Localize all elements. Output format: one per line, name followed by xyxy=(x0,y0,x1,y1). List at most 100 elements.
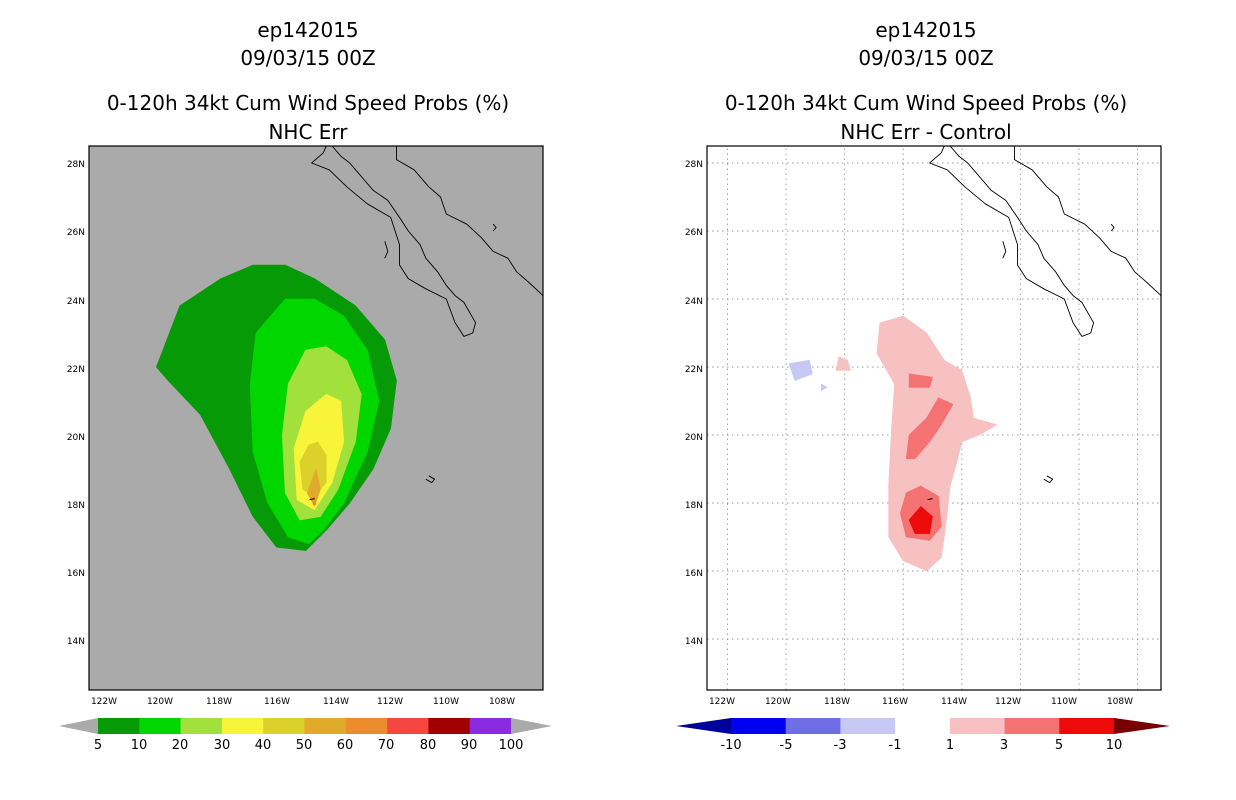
left-xtick-116w: 116W xyxy=(264,697,290,707)
storm-marker-tick xyxy=(309,498,315,501)
right-cb-label-5: 5 xyxy=(1055,738,1063,753)
left-coastline xyxy=(311,146,543,484)
right-cb-label-3: 3 xyxy=(1000,738,1008,753)
right-title-storm-id: ep142015 xyxy=(875,18,976,42)
coastline-segment-0 xyxy=(311,146,477,337)
right-ytick-14n: 14N xyxy=(685,637,703,647)
left-xtick-120w: 120W xyxy=(147,697,173,707)
left-colorbar-box-6 xyxy=(345,718,388,734)
right-map-frame xyxy=(706,145,1162,691)
left-colorbar-box-0 xyxy=(98,718,140,734)
right-colorbar-box-2 xyxy=(840,718,896,734)
right-colorbar-box-0 xyxy=(731,718,787,734)
left-colorbar: 5 10 20 30 40 50 60 70 80 90 100 xyxy=(59,718,552,753)
right-colorbar-box-1 xyxy=(785,718,841,734)
right-xtick-108w: 108W xyxy=(1107,697,1133,707)
coastline-segment-2 xyxy=(1043,475,1054,484)
left-title-product: 0-120h 34kt Cum Wind Speed Probs (%) xyxy=(107,91,509,115)
left-title-date: 09/03/15 00Z xyxy=(240,46,375,70)
left-ytick-28n: 28N xyxy=(67,160,85,170)
left-xtick-122w: 122W xyxy=(91,697,117,707)
right-cb-label-1: 1 xyxy=(946,738,954,753)
right-colorbar: -10 -5 -3 -1 1 3 5 10 xyxy=(676,718,1170,753)
right-ytick-28n: 28N xyxy=(685,160,703,170)
right-xtick-116w: 116W xyxy=(882,697,908,707)
right-coastline xyxy=(929,146,1161,484)
right-xtick-120w: 120W xyxy=(765,697,791,707)
right-colorbar-left-end xyxy=(676,718,731,734)
left-colorbar-box-2 xyxy=(180,718,223,734)
right-y-axis-ticks: 14N 16N 18N 20N 22N 24N 26N 28N xyxy=(685,160,703,647)
left-colorbar-box-9 xyxy=(469,718,512,734)
right-cb-label-minus1: -1 xyxy=(889,738,902,753)
right-title-date: 09/03/15 00Z xyxy=(858,46,993,70)
coastline-segment-4 xyxy=(1002,241,1007,259)
contour-level-3 xyxy=(908,373,933,388)
left-colorbar-box-4 xyxy=(263,718,305,734)
right-colorbar-box-3 xyxy=(895,718,951,734)
left-ytick-14n: 14N xyxy=(67,637,85,647)
storm-marker-tick xyxy=(927,498,933,501)
right-ytick-26n: 26N xyxy=(685,228,703,238)
left-cb-label-100: 100 xyxy=(499,738,524,753)
right-xtick-114w: 114W xyxy=(941,697,967,707)
left-cb-label-80: 80 xyxy=(420,738,437,753)
left-y-axis-ticks: 14N 16N 18N 20N 22N 24N 26N 28N xyxy=(67,160,85,647)
left-ytick-20n: 20N xyxy=(67,433,85,443)
contour-level-3 xyxy=(905,397,954,460)
left-cb-label-60: 60 xyxy=(337,738,354,753)
right-colorbar-right-end xyxy=(1114,718,1170,734)
contour-level-1 xyxy=(835,356,851,371)
coastline-segment-2 xyxy=(425,475,436,484)
left-ytick-24n: 24N xyxy=(67,297,85,307)
right-gridlines xyxy=(707,146,1161,690)
right-xtick-122w: 122W xyxy=(709,697,735,707)
left-title-subtitle: NHC Err xyxy=(268,120,348,144)
left-colorbar-box-8 xyxy=(428,718,470,734)
left-cb-label-70: 70 xyxy=(378,738,395,753)
left-ytick-26n: 26N xyxy=(67,228,85,238)
right-ytick-20n: 20N xyxy=(685,433,703,443)
right-xtick-110w: 110W xyxy=(1051,697,1077,707)
coastline-segment-1 xyxy=(1014,146,1161,296)
coastline-segment-3 xyxy=(492,223,497,232)
left-colorbar-box-3 xyxy=(221,718,264,734)
right-storm-position-marker xyxy=(927,498,933,501)
right-cb-label-minus5: -5 xyxy=(780,738,793,753)
contour-level-5 xyxy=(908,506,933,534)
left-cb-label-50: 50 xyxy=(296,738,313,753)
right-title-product: 0-120h 34kt Cum Wind Speed Probs (%) xyxy=(725,91,1127,115)
right-cb-label-minus3: -3 xyxy=(834,738,847,753)
right-colorbar-box-5 xyxy=(1004,718,1060,734)
left-ytick-18n: 18N xyxy=(67,501,85,511)
left-xtick-110w: 110W xyxy=(433,697,459,707)
left-cb-label-30: 30 xyxy=(214,738,231,753)
left-cb-label-90: 90 xyxy=(461,738,478,753)
right-x-axis-ticks: 122W 120W 118W 116W 114W 112W 110W 108W xyxy=(709,697,1133,707)
left-colorbar-right-end xyxy=(511,718,552,734)
right-cb-label-10: 10 xyxy=(1106,738,1123,753)
coastline-segment-1 xyxy=(396,146,543,296)
left-cb-label-10: 10 xyxy=(131,738,148,753)
right-chart-panel: ep142015 09/03/15 00Z 0-120h 34kt Cum Wi… xyxy=(676,18,1170,753)
left-title-storm-id: ep142015 xyxy=(257,18,358,42)
left-map-frame xyxy=(88,145,544,691)
left-cb-label-20: 20 xyxy=(172,738,189,753)
right-difference-contours xyxy=(788,315,998,572)
right-colorbar-box-6 xyxy=(1059,718,1115,734)
right-colorbar-box-4 xyxy=(949,718,1005,734)
contour-level-60 xyxy=(312,495,317,506)
right-ytick-24n: 24N xyxy=(685,297,703,307)
right-ytick-22n: 22N xyxy=(685,365,703,375)
coastline-segment-0 xyxy=(929,146,1095,337)
left-xtick-112w: 112W xyxy=(377,697,403,707)
left-probability-contours xyxy=(156,264,397,551)
left-colorbar-box-5 xyxy=(304,718,347,734)
contour-level-minus1 xyxy=(820,383,828,392)
left-xtick-108w: 108W xyxy=(489,697,515,707)
left-colorbar-left-end xyxy=(59,718,98,734)
contour-level-50 xyxy=(306,468,321,507)
right-ytick-16n: 16N xyxy=(685,569,703,579)
right-xtick-118w: 118W xyxy=(824,697,850,707)
